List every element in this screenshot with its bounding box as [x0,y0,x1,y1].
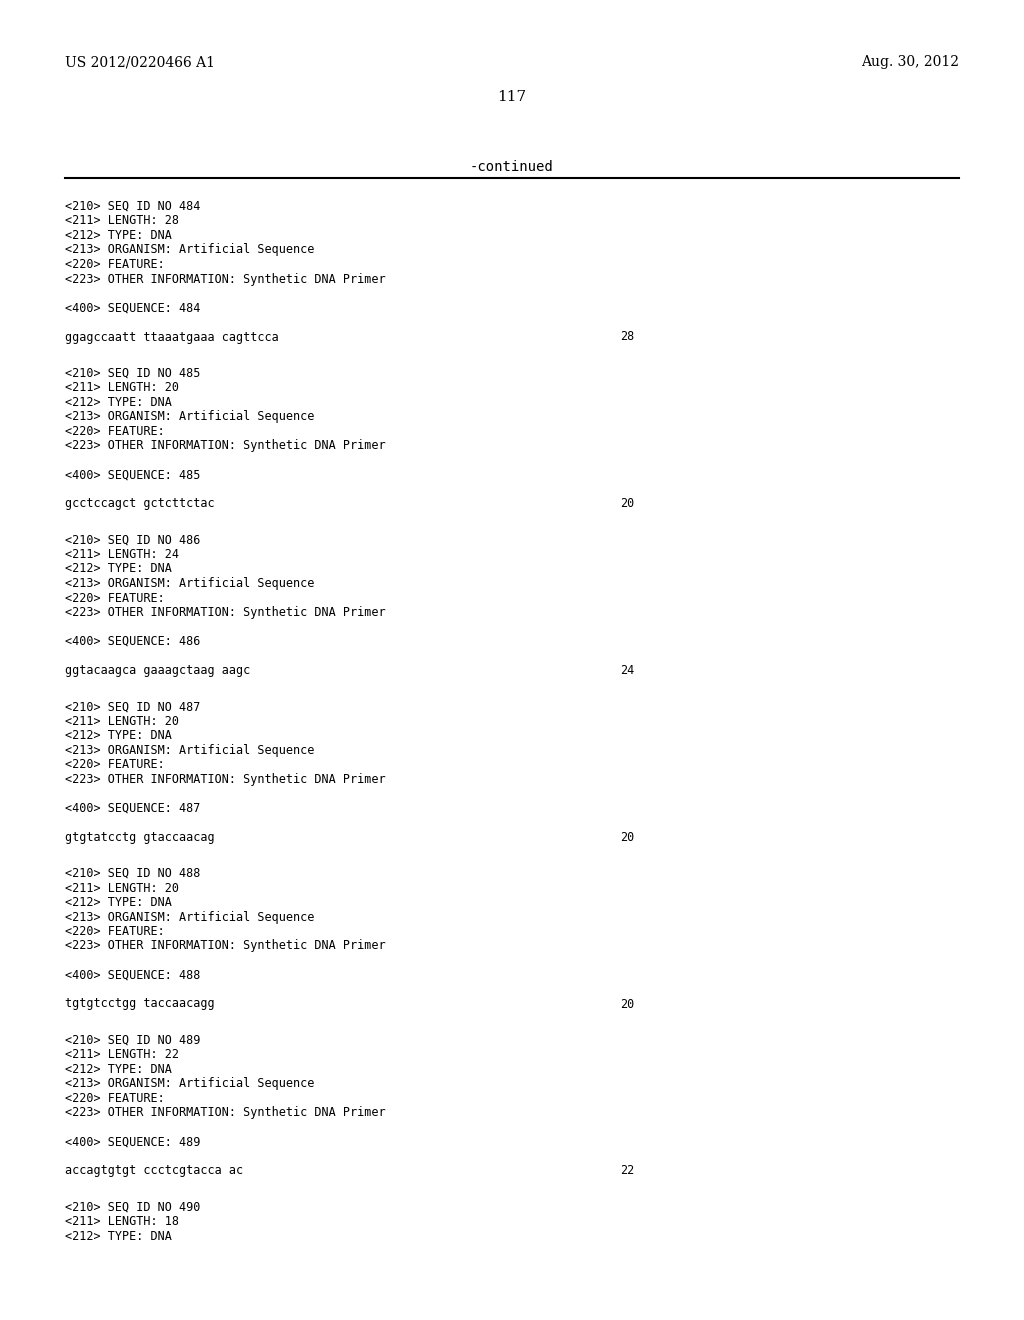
Text: <400> SEQUENCE: 485: <400> SEQUENCE: 485 [65,469,201,482]
Text: <220> FEATURE:: <220> FEATURE: [65,925,165,939]
Text: accagtgtgt ccctcgtacca ac: accagtgtgt ccctcgtacca ac [65,1164,243,1177]
Text: <212> TYPE: DNA: <212> TYPE: DNA [65,1063,172,1076]
Text: <212> TYPE: DNA: <212> TYPE: DNA [65,729,172,742]
Text: ggagccaatt ttaaatgaaa cagttcca: ggagccaatt ttaaatgaaa cagttcca [65,330,279,343]
Text: <223> OTHER INFORMATION: Synthetic DNA Primer: <223> OTHER INFORMATION: Synthetic DNA P… [65,1106,386,1119]
Text: <220> FEATURE:: <220> FEATURE: [65,758,165,771]
Text: <213> ORGANISM: Artificial Sequence: <213> ORGANISM: Artificial Sequence [65,743,314,756]
Text: <220> FEATURE:: <220> FEATURE: [65,425,165,438]
Text: 28: 28 [620,330,634,343]
Text: <223> OTHER INFORMATION: Synthetic DNA Primer: <223> OTHER INFORMATION: Synthetic DNA P… [65,272,386,285]
Text: <400> SEQUENCE: 486: <400> SEQUENCE: 486 [65,635,201,648]
Text: <210> SEQ ID NO 489: <210> SEQ ID NO 489 [65,1034,201,1047]
Text: gcctccagct gctcttctac: gcctccagct gctcttctac [65,498,215,511]
Text: tgtgtcctgg taccaacagg: tgtgtcctgg taccaacagg [65,998,215,1011]
Text: <212> TYPE: DNA: <212> TYPE: DNA [65,228,172,242]
Text: <212> TYPE: DNA: <212> TYPE: DNA [65,896,172,909]
Text: <220> FEATURE:: <220> FEATURE: [65,591,165,605]
Text: <223> OTHER INFORMATION: Synthetic DNA Primer: <223> OTHER INFORMATION: Synthetic DNA P… [65,772,386,785]
Text: <223> OTHER INFORMATION: Synthetic DNA Primer: <223> OTHER INFORMATION: Synthetic DNA P… [65,606,386,619]
Text: -continued: -continued [470,160,554,174]
Text: <210> SEQ ID NO 490: <210> SEQ ID NO 490 [65,1200,201,1213]
Text: <211> LENGTH: 20: <211> LENGTH: 20 [65,381,179,395]
Text: gtgtatcctg gtaccaacag: gtgtatcctg gtaccaacag [65,830,215,843]
Text: <213> ORGANISM: Artificial Sequence: <213> ORGANISM: Artificial Sequence [65,911,314,924]
Text: <211> LENGTH: 22: <211> LENGTH: 22 [65,1048,179,1061]
Text: <212> TYPE: DNA: <212> TYPE: DNA [65,396,172,409]
Text: 117: 117 [498,90,526,104]
Text: <210> SEQ ID NO 486: <210> SEQ ID NO 486 [65,533,201,546]
Text: ggtacaagca gaaagctaag aagc: ggtacaagca gaaagctaag aagc [65,664,250,677]
Text: <213> ORGANISM: Artificial Sequence: <213> ORGANISM: Artificial Sequence [65,1077,314,1090]
Text: <210> SEQ ID NO 488: <210> SEQ ID NO 488 [65,867,201,880]
Text: <223> OTHER INFORMATION: Synthetic DNA Primer: <223> OTHER INFORMATION: Synthetic DNA P… [65,440,386,453]
Text: <213> ORGANISM: Artificial Sequence: <213> ORGANISM: Artificial Sequence [65,243,314,256]
Text: <210> SEQ ID NO 485: <210> SEQ ID NO 485 [65,367,201,380]
Text: <220> FEATURE:: <220> FEATURE: [65,1092,165,1105]
Text: <212> TYPE: DNA: <212> TYPE: DNA [65,562,172,576]
Text: US 2012/0220466 A1: US 2012/0220466 A1 [65,55,215,69]
Text: 22: 22 [620,1164,634,1177]
Text: 20: 20 [620,498,634,511]
Text: <211> LENGTH: 28: <211> LENGTH: 28 [65,214,179,227]
Text: 20: 20 [620,830,634,843]
Text: <212> TYPE: DNA: <212> TYPE: DNA [65,1229,172,1242]
Text: <211> LENGTH: 20: <211> LENGTH: 20 [65,882,179,895]
Text: <211> LENGTH: 18: <211> LENGTH: 18 [65,1214,179,1228]
Text: <400> SEQUENCE: 489: <400> SEQUENCE: 489 [65,1135,201,1148]
Text: Aug. 30, 2012: Aug. 30, 2012 [861,55,959,69]
Text: <213> ORGANISM: Artificial Sequence: <213> ORGANISM: Artificial Sequence [65,411,314,424]
Text: 24: 24 [620,664,634,677]
Text: 20: 20 [620,998,634,1011]
Text: <213> ORGANISM: Artificial Sequence: <213> ORGANISM: Artificial Sequence [65,577,314,590]
Text: <211> LENGTH: 20: <211> LENGTH: 20 [65,714,179,727]
Text: <210> SEQ ID NO 487: <210> SEQ ID NO 487 [65,700,201,713]
Text: <210> SEQ ID NO 484: <210> SEQ ID NO 484 [65,201,201,213]
Text: <211> LENGTH: 24: <211> LENGTH: 24 [65,548,179,561]
Text: <400> SEQUENCE: 484: <400> SEQUENCE: 484 [65,301,201,314]
Text: <400> SEQUENCE: 488: <400> SEQUENCE: 488 [65,969,201,982]
Text: <223> OTHER INFORMATION: Synthetic DNA Primer: <223> OTHER INFORMATION: Synthetic DNA P… [65,940,386,953]
Text: <220> FEATURE:: <220> FEATURE: [65,257,165,271]
Text: <400> SEQUENCE: 487: <400> SEQUENCE: 487 [65,801,201,814]
